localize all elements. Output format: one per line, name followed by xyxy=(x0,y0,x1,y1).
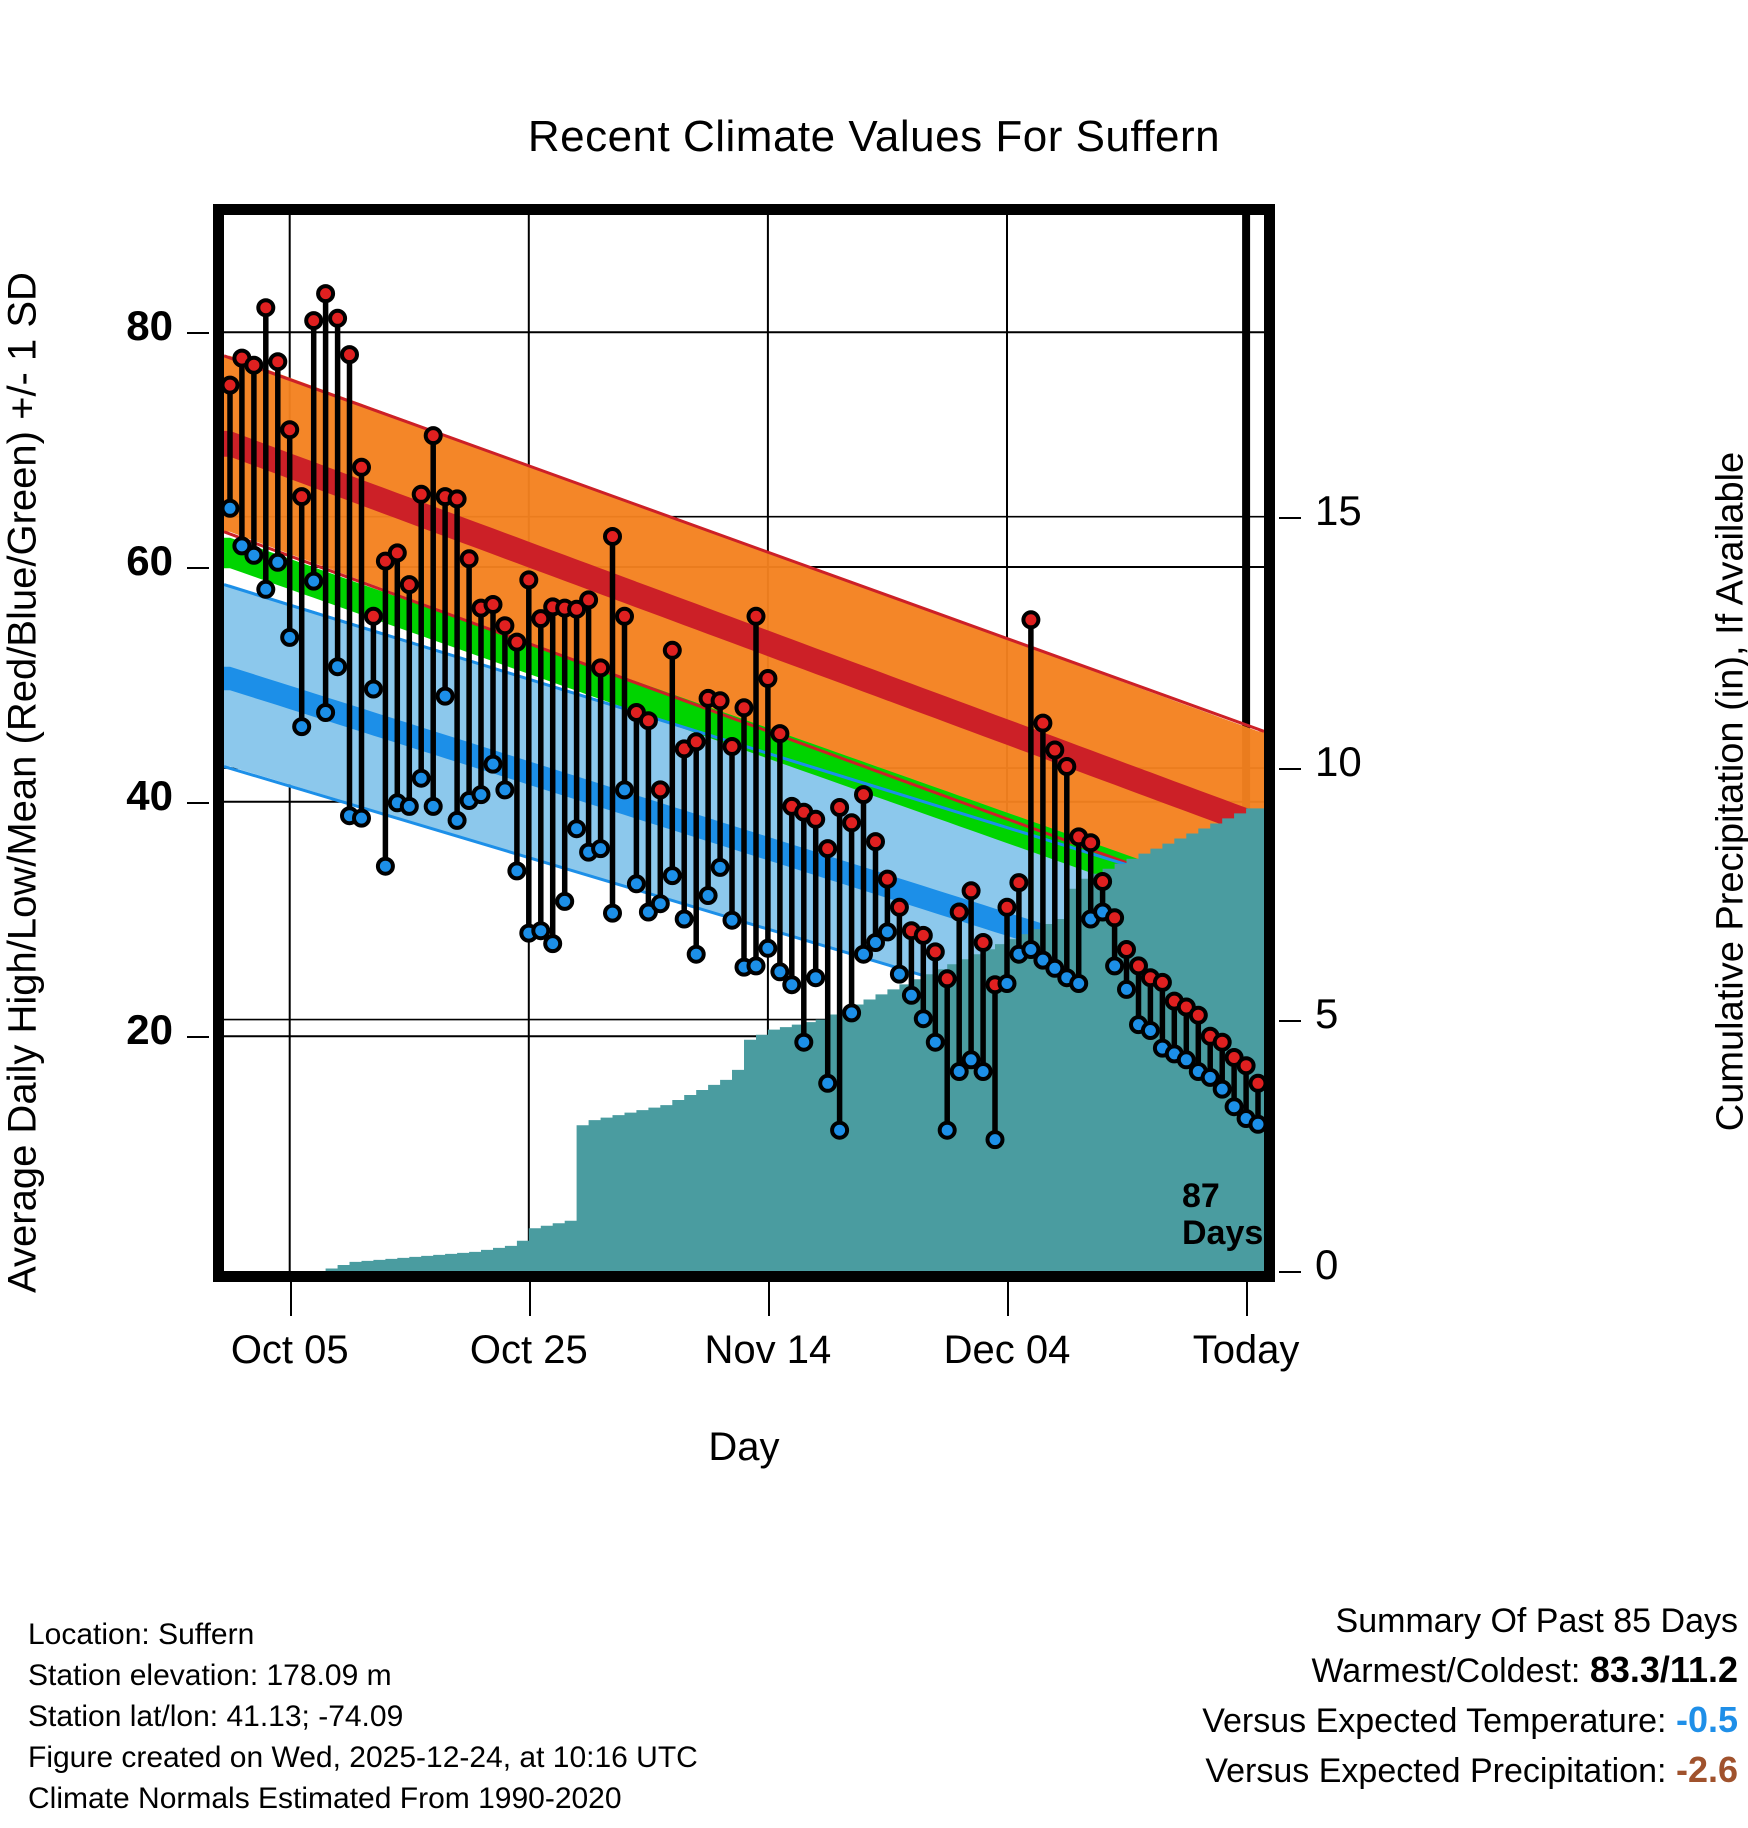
temp-anomaly-label: Versus Expected Temperature: xyxy=(1202,1701,1667,1740)
y2-tick-mark xyxy=(1279,516,1301,519)
x-tick-label: Oct 05 xyxy=(230,1328,349,1372)
x-tick-mark xyxy=(767,1282,770,1316)
climate-chart-svg xyxy=(224,215,1264,1271)
y-tick-label: 40 xyxy=(126,771,173,819)
footer-location: Location: Suffern xyxy=(28,1618,255,1651)
y2-tick-label: 5 xyxy=(1315,989,1339,1037)
x-tick-mark xyxy=(1006,1282,1009,1316)
footer-created: Figure created on Wed, 2025-12-24, at 10… xyxy=(28,1741,698,1775)
x-tick-mark xyxy=(1246,1282,1249,1316)
x-tick-label: Oct 25 xyxy=(469,1328,588,1372)
y-tick-mark xyxy=(187,332,209,335)
x-tick-mark xyxy=(528,1282,531,1316)
x-tick-label: Nov 14 xyxy=(704,1328,832,1372)
summary-warmest-coldest: Warmest/Coldest: 83.3/11.2 xyxy=(1202,1645,1738,1695)
y2-tick-label: 10 xyxy=(1315,738,1362,786)
plot-area xyxy=(213,204,1275,1282)
plot-frame xyxy=(213,204,1275,1282)
y2-tick-mark xyxy=(1279,768,1301,771)
y-tick-label: 80 xyxy=(126,302,173,350)
days-count: 87 xyxy=(1182,1177,1220,1215)
chart-title: Recent Climate Values For Suffern xyxy=(527,112,1221,161)
y2-tick-mark xyxy=(1279,1271,1301,1273)
y-tick-label: 20 xyxy=(126,1006,173,1054)
x-tick-label: Dec 04 xyxy=(943,1328,1071,1372)
y2-tick-label: 15 xyxy=(1315,486,1362,534)
x-tick-label: Today xyxy=(1192,1328,1300,1372)
precip-anomaly-value: -2.6 xyxy=(1675,1748,1738,1790)
summary-precip-anomaly: Versus Expected Precipitation: -2.6 xyxy=(1202,1745,1738,1795)
days-word: Days xyxy=(1182,1213,1264,1252)
y-tick-label: 60 xyxy=(126,537,173,584)
x-tick-mark xyxy=(289,1282,292,1316)
y-tick-mark xyxy=(187,567,209,569)
y2-axis-label: Cumulative Precipitation (in), If Availa… xyxy=(1709,451,1748,1132)
footer-elevation: Station elevation: 178.09 m xyxy=(28,1659,392,1693)
footer-left: Location: Suffern Station elevation: 178… xyxy=(28,1614,698,1819)
footer-latlon: Station lat/lon: 41.13; -74.09 xyxy=(28,1700,404,1734)
warmest-coldest-value: 83.3/11.2 xyxy=(1589,1648,1738,1690)
y-axis-label: Average Daily High/Low/Mean (Red/Blue/Gr… xyxy=(0,272,45,1293)
summary-temp-anomaly: Versus Expected Temperature: -0.5 xyxy=(1202,1695,1738,1745)
precip-anomaly-label: Versus Expected Precipitation: xyxy=(1205,1751,1667,1790)
temp-anomaly-value: -0.5 xyxy=(1675,1698,1738,1740)
footer-normals: Climate Normals Estimated From 1990-2020 xyxy=(28,1782,622,1816)
days-annotation: 87 Days xyxy=(1182,1178,1263,1251)
y-tick-mark xyxy=(187,1036,209,1039)
y2-tick-label: 0 xyxy=(1315,1241,1339,1288)
footer-right-summary: Summary Of Past 85 Days Warmest/Coldest:… xyxy=(1202,1598,1738,1795)
y-tick-mark xyxy=(187,801,209,804)
summary-title: Summary Of Past 85 Days xyxy=(1335,1602,1738,1640)
warmest-coldest-label: Warmest/Coldest: xyxy=(1311,1651,1581,1690)
x-axis-label: Day xyxy=(708,1425,780,1469)
y2-tick-mark xyxy=(1279,1019,1301,1022)
